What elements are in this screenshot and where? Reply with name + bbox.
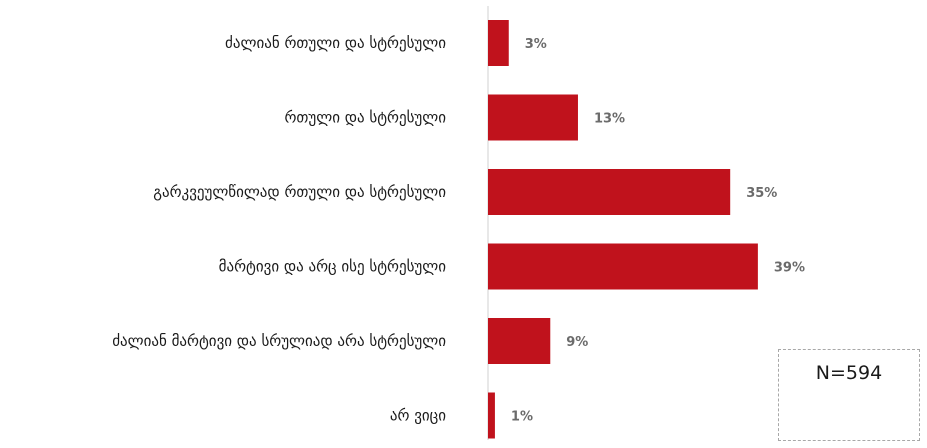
value-label-5: 1% — [511, 410, 533, 425]
bar-2 — [488, 169, 731, 215]
category-label-5: არ ვიცი — [390, 407, 446, 425]
value-label-3: 39% — [774, 261, 805, 276]
sample-size-label: N=594 — [815, 362, 883, 384]
bar-1 — [488, 94, 578, 141]
category-label-0: ძალიან რთული და სტრესული — [225, 34, 446, 52]
bar-0 — [488, 20, 509, 66]
bar-3 — [488, 243, 758, 290]
bar-5 — [488, 392, 495, 439]
category-label-2: გარკვეულწილად რთული და სტრესული — [153, 183, 446, 201]
category-label-4: ძალიან მარტივი და სრულიად არა სტრესული — [112, 332, 446, 350]
bar-4 — [488, 318, 551, 364]
category-label-1: რთული და სტრესული — [284, 109, 446, 127]
sample-size-box: N=594 — [778, 349, 920, 441]
value-label-2: 35% — [746, 186, 777, 201]
value-label-0: 3% — [525, 37, 547, 52]
value-label-1: 13% — [594, 112, 625, 127]
category-label-3: მარტივი და არც ისე სტრესული — [219, 258, 447, 276]
value-label-4: 9% — [566, 335, 588, 350]
